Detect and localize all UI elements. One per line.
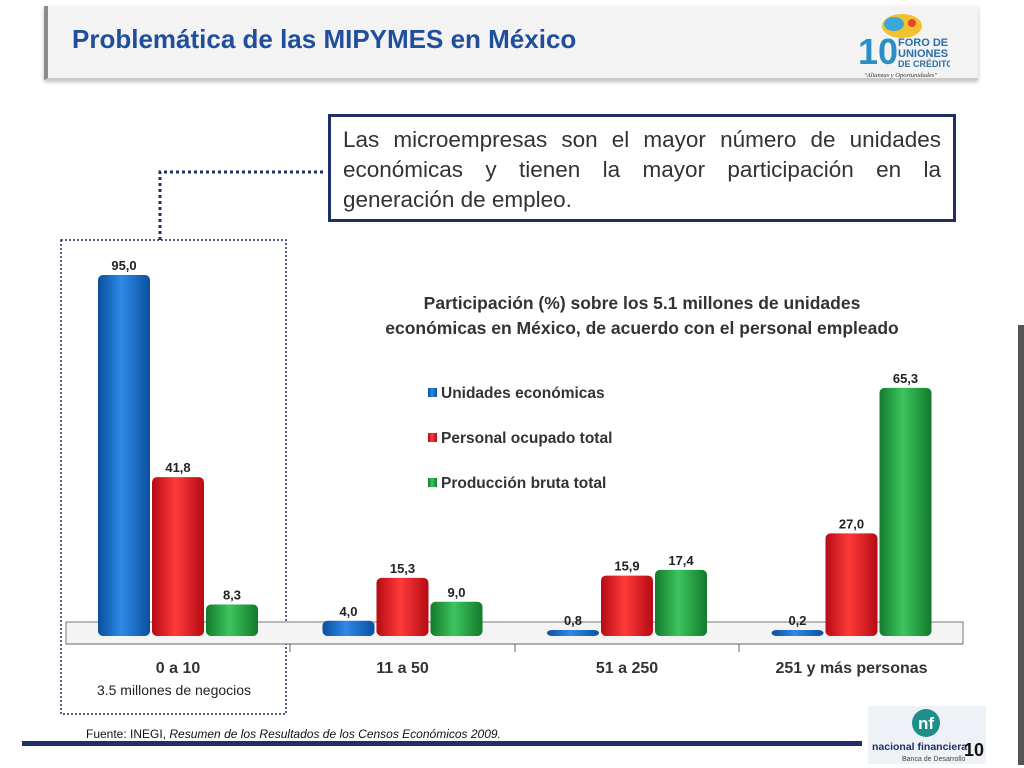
nafin-name: nacional financiera	[872, 741, 967, 753]
legend-swatch-personal-ocupado-total	[428, 433, 437, 442]
data-label-unidades-economicas-251-y-mas-personas: 0,2	[788, 613, 806, 628]
category-label-251-y-mas-personas: 251 y más personas	[775, 660, 927, 677]
data-label-unidades-economicas-51-a-250: 0,8	[564, 613, 582, 628]
bar-produccion-bruta-total-51-a-250	[655, 569, 707, 636]
data-label-personal-ocupado-total-11-a-50: 15,3	[390, 561, 415, 576]
legend-swatch-produccion-bruta-total	[428, 478, 437, 487]
data-label-personal-ocupado-total-51-a-250: 15,9	[614, 559, 639, 574]
foro-logo-line2: UNIONES	[898, 48, 948, 60]
foro-logo-number: 10	[858, 31, 898, 72]
legend-swatch-unidades-economicas	[428, 388, 437, 397]
svg-text:nf: nf	[918, 714, 934, 733]
category-label-11-a-50: 11 a 50	[376, 660, 429, 677]
data-label-unidades-economicas-0-a-10: 95,0	[111, 258, 136, 273]
legend-label-produccion-bruta-total: Producción bruta total	[441, 475, 606, 492]
bar-produccion-bruta-total-11-a-50	[430, 601, 483, 636]
category-label-0-a-10: 0 a 10	[156, 660, 201, 677]
title-bar	[44, 6, 978, 80]
bar-unidades-economicas-251-y-mas-personas	[771, 630, 824, 636]
chart-title-line1: Participación (%) sobre los 5.1 millones…	[424, 293, 861, 313]
footer-rule	[22, 741, 862, 746]
nafin-sub: Banca de Desarrollo	[902, 756, 966, 763]
foro-logo-tagline: "Alianzas y Oportunidades"	[864, 72, 937, 79]
legend-label-unidades-economicas: Unidades económicas	[441, 385, 605, 402]
data-label-unidades-economicas-11-a-50: 4,0	[339, 604, 357, 619]
bar-personal-ocupado-total-251-y-mas-personas	[825, 533, 878, 636]
page-number: 10	[964, 740, 985, 760]
data-label-produccion-bruta-total-11-a-50: 9,0	[447, 585, 465, 600]
bar-unidades-economicas-0-a-10	[98, 275, 150, 636]
foro-logo-line3: DE CRÉDITO	[898, 59, 950, 69]
source-note: Fuente: INEGI, Resumen de los Resultados…	[86, 727, 501, 741]
bar-unidades-economicas-51-a-250	[547, 630, 599, 636]
slide-edge	[1018, 325, 1024, 765]
bar-personal-ocupado-total-11-a-50	[376, 577, 429, 636]
data-label-produccion-bruta-total-251-y-mas-personas: 65,3	[893, 371, 918, 386]
highlight-note: 3.5 millones de negocios	[97, 682, 251, 698]
legend-label-personal-ocupado-total: Personal ocupado total	[441, 430, 612, 447]
data-label-produccion-bruta-total-0-a-10: 8,3	[223, 587, 241, 602]
highlight-frame	[60, 239, 287, 715]
bar-produccion-bruta-total-0-a-10	[206, 604, 258, 636]
data-label-personal-ocupado-total-0-a-10: 41,8	[165, 460, 190, 475]
bar-personal-ocupado-total-0-a-10	[152, 477, 204, 636]
data-label-produccion-bruta-total-51-a-250: 17,4	[668, 553, 694, 568]
source-prefix: Fuente: INEGI,	[86, 727, 170, 741]
bar-personal-ocupado-total-51-a-250	[601, 575, 653, 636]
callout-box: Las microempresas son el mayor número de…	[328, 114, 956, 222]
bar-unidades-economicas-11-a-50	[322, 620, 375, 636]
data-label-personal-ocupado-total-251-y-mas-personas: 27,0	[839, 516, 864, 531]
chart-title-line2: económicas en México, de acuerdo con el …	[385, 318, 899, 338]
bar-produccion-bruta-total-251-y-mas-personas	[879, 387, 932, 636]
nafin-logo: nf nacional financiera Banca de Desarrol…	[868, 706, 986, 764]
source-title: Resumen de los Resultados de los Censos …	[169, 727, 501, 741]
foro-logo-line1: FORO DE	[898, 37, 948, 49]
legend: Unidades económicas Personal ocupado tota…	[428, 385, 612, 492]
slide-title: Problemática de las MIPYMES en México	[72, 24, 577, 54]
category-label-51-a-250: 51 a 250	[596, 660, 658, 677]
foro-logo: 10 FORO DE UNIONES DE CRÉDITO "Alianzas …	[858, 14, 950, 79]
nafin-emblem-icon	[912, 709, 940, 737]
